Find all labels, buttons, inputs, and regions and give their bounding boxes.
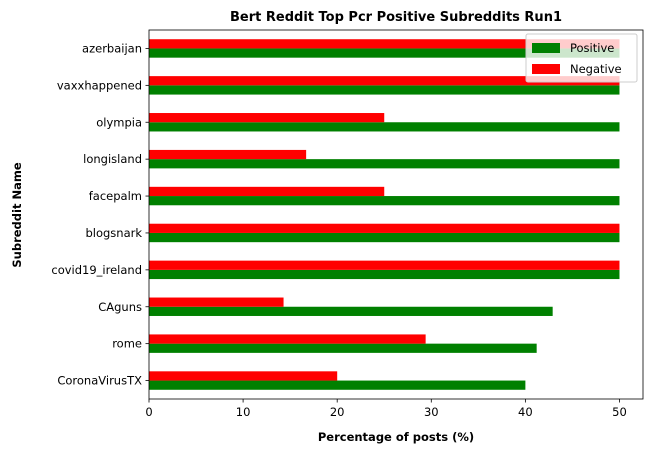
bar-positive-blogsnark [149, 232, 620, 243]
chart-title: Bert Reddit Top Pcr Positive Subreddits … [230, 10, 562, 25]
bar-negative-rome [149, 334, 426, 344]
bar-negative-longisland [149, 149, 307, 160]
bar-negative-facepalm [149, 186, 385, 197]
y-tick-label-blogsnark: blogsnark [85, 226, 142, 240]
plot-frame [148, 29, 644, 400]
x-tick-label-50: 50 [612, 405, 627, 419]
y-tick-label-covid19-ireland: covid19_ireland [51, 263, 142, 277]
x-axis-label: Percentage of posts (%) [318, 430, 474, 444]
bar-positive-caguns [149, 306, 553, 316]
bar-positive-vaxxhappened [149, 85, 620, 95]
y-tick-label-rome: rome [112, 337, 142, 351]
x-tick-label-0: 0 [145, 405, 152, 419]
x-tick-label-20: 20 [330, 405, 345, 419]
y-axis-label: Subreddit Name [10, 162, 24, 267]
bar-positive-covid19-ireland [149, 269, 620, 280]
x-tick-label-10: 10 [236, 405, 251, 419]
legend-swatch-positive [532, 43, 560, 53]
legend-label-negative: Negative [570, 62, 622, 76]
axes-layer: CoronaVirusTX rome CAguns covid19_ireland bl… [51, 29, 644, 419]
bar-positive-coronavirustx [149, 380, 526, 390]
y-tick-label-vaxxhappened: vaxxhappened [57, 78, 142, 92]
bar-positive-longisland [149, 159, 620, 169]
bar-negative-coronavirustx [149, 371, 338, 381]
bar-negative-caguns [149, 297, 284, 307]
y-tick-label-longisland: longisland [83, 152, 142, 166]
legend-label-positive: Positive [570, 41, 614, 55]
bars-layer [149, 39, 620, 390]
y-tick-label-coronavirustx: CoronaVirusTX [57, 374, 142, 388]
bar-negative-covid19-ireland [149, 260, 620, 270]
x-tick-label-30: 30 [424, 405, 439, 419]
y-tick-label-azerbaijan: azerbaijan [82, 41, 142, 55]
legend: Positive Negative [525, 33, 638, 83]
bar-negative-blogsnark [149, 223, 620, 233]
y-tick-label-olympia: olympia [96, 115, 142, 129]
legend-swatch-negative [532, 64, 560, 74]
bar-positive-olympia [149, 122, 620, 132]
bar-positive-facepalm [149, 196, 620, 206]
bar-negative-azerbaijan [149, 39, 620, 49]
y-tick-label-caguns: CAguns [98, 300, 142, 314]
y-tick-label-facepalm: facepalm [89, 189, 142, 203]
bar-positive-rome [149, 343, 537, 353]
bar-positive-azerbaijan [149, 48, 620, 58]
x-tick-label-40: 40 [518, 405, 533, 419]
bar-negative-vaxxhappened [149, 76, 620, 86]
bar-negative-olympia [149, 113, 385, 123]
